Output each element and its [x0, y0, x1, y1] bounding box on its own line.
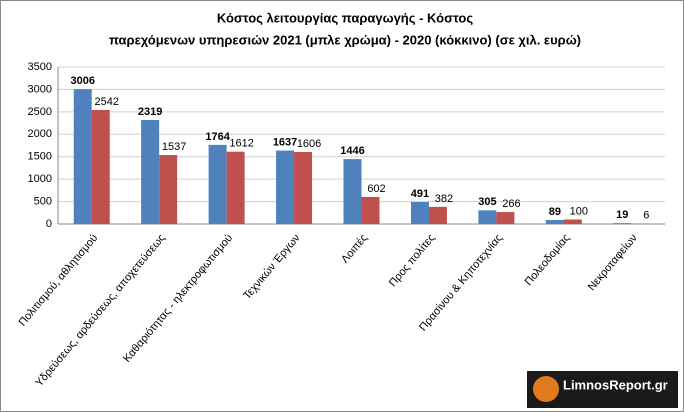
bar: [141, 119, 160, 224]
value-label: 1446: [340, 145, 364, 157]
value-label: 1537: [162, 141, 186, 153]
bar: [159, 155, 178, 224]
value-label: 89: [549, 206, 561, 218]
bar: [226, 151, 245, 224]
bar: [613, 223, 632, 224]
watermark: LimnosReport.gr: [563, 377, 668, 392]
bar: [343, 159, 362, 224]
value-label: 19: [616, 209, 628, 221]
bar: [361, 196, 380, 224]
bar: [73, 89, 92, 225]
y-tick-label: 1500: [28, 151, 52, 163]
value-label: 1764: [205, 131, 230, 143]
value-label: 1637: [273, 136, 297, 148]
y-tick-label: 3000: [28, 83, 52, 95]
bar: [496, 212, 515, 224]
value-label: 382: [435, 193, 453, 205]
bar: [563, 219, 582, 224]
y-tick-label: 500: [34, 195, 52, 207]
logo-icon: [533, 376, 559, 402]
value-label: 1606: [297, 138, 321, 150]
y-tick-label: 2000: [28, 128, 52, 140]
y-tick-label: 1000: [28, 173, 52, 185]
chart-title: Κόστος λειτουργίας παραγωγής - Κόστος: [217, 10, 474, 25]
value-label: 2542: [94, 96, 118, 108]
value-label: 2319: [138, 106, 162, 118]
value-label: 266: [502, 198, 520, 210]
value-label: 491: [411, 188, 429, 200]
bar: [410, 201, 429, 224]
bar: [428, 206, 447, 224]
value-label: 100: [570, 205, 588, 217]
y-tick-label: 0: [46, 218, 52, 230]
bar: [478, 210, 497, 224]
value-label: 1612: [229, 138, 253, 150]
value-label: 3006: [70, 75, 94, 87]
y-tick-label: 3500: [28, 61, 52, 73]
value-label: 602: [367, 183, 385, 195]
bar: [91, 109, 110, 224]
bar: [294, 151, 313, 224]
chart-title: παρεχόμενων υπηρεσιών 2021 (μπλε χρώμα) …: [109, 32, 581, 47]
bar: [276, 150, 295, 224]
value-label: 305: [478, 196, 496, 208]
value-label: 6: [643, 210, 649, 222]
y-tick-label: 2500: [28, 106, 52, 118]
bar: [208, 144, 227, 224]
bar: [545, 220, 564, 224]
